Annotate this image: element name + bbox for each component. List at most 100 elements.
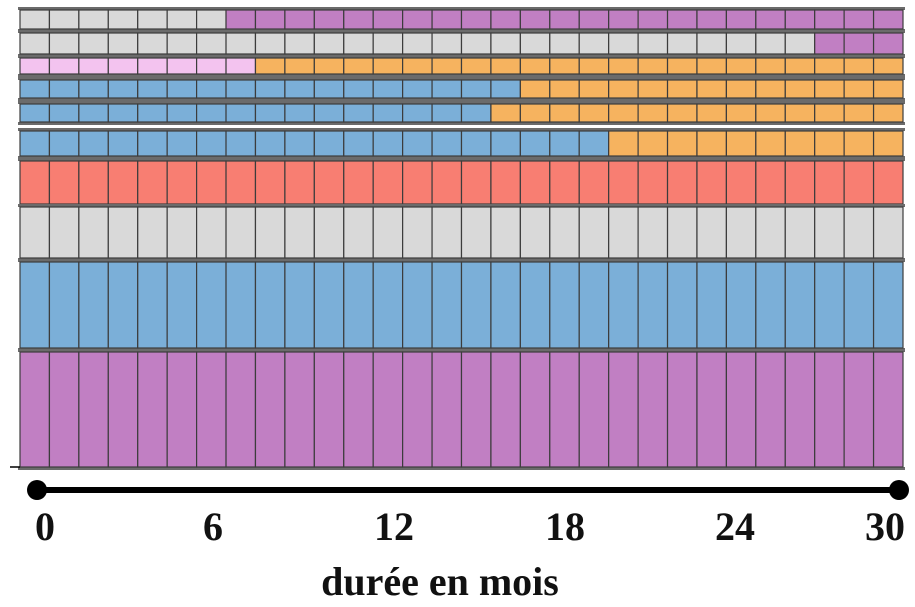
month-cell-orange — [578, 57, 610, 75]
month-cell-gray — [254, 32, 286, 55]
month-cell-gray — [107, 32, 139, 55]
month-cell-gray — [372, 206, 404, 259]
row-separator — [18, 122, 905, 125]
month-cell-gray — [284, 32, 315, 55]
month-cell-purple — [313, 9, 345, 30]
month-cell-gray — [872, 206, 904, 259]
month-cell-blue — [254, 261, 286, 349]
month-cell-blue — [19, 103, 51, 123]
row-separator — [18, 158, 905, 161]
month-cell-purple — [755, 9, 786, 30]
month-cell-gray — [608, 32, 639, 55]
month-cell-orange — [549, 57, 580, 75]
month-cell-gray — [784, 206, 816, 259]
month-cell-gray — [225, 32, 257, 55]
month-cell-blue — [402, 130, 433, 157]
month-cell-gray — [254, 206, 286, 259]
month-cell-orange — [755, 103, 786, 123]
month-cell-gray — [578, 206, 610, 259]
month-cell-gray — [284, 206, 315, 259]
month-cell-gray — [666, 32, 698, 55]
month-cell-orange — [608, 79, 639, 99]
month-cell-pink — [48, 57, 80, 75]
month-cell-gray — [137, 206, 168, 259]
month-cell-orange — [637, 57, 669, 75]
month-cell-orange — [519, 103, 551, 123]
bar-row — [18, 30, 905, 57]
month-cell-pink — [196, 57, 227, 75]
month-cell-orange — [637, 79, 669, 99]
month-cell-red — [872, 160, 904, 205]
month-cell-blue — [78, 79, 109, 99]
month-cell-gray — [843, 206, 875, 259]
month-cell-red — [107, 160, 139, 205]
month-cell-blue — [19, 79, 51, 99]
month-cell-blue — [48, 79, 80, 99]
month-cell-purple — [431, 9, 463, 30]
month-cell-blue — [725, 261, 757, 349]
month-cell-blue — [196, 130, 227, 157]
month-cell-blue — [666, 261, 698, 349]
month-cell-red — [814, 160, 845, 205]
month-cell-orange — [313, 57, 345, 75]
month-cell-orange — [814, 79, 845, 99]
month-cell-orange — [843, 79, 875, 99]
month-cell-purple — [666, 351, 698, 468]
month-cell-orange — [460, 57, 492, 75]
month-cell-orange — [843, 103, 875, 123]
month-cell-gray — [814, 206, 845, 259]
month-cell-blue — [578, 130, 610, 157]
month-cell-blue — [137, 261, 168, 349]
month-cell-purple — [814, 32, 845, 55]
month-cell-gray — [196, 32, 227, 55]
month-cell-blue — [19, 261, 51, 349]
month-cell-blue — [490, 261, 521, 349]
month-cell-blue — [137, 130, 168, 157]
month-cell-orange — [578, 79, 610, 99]
month-cell-blue — [166, 103, 198, 123]
month-cell-pink — [225, 57, 257, 75]
month-cell-orange — [696, 57, 727, 75]
month-cell-red — [578, 160, 610, 205]
month-cell-gray — [666, 206, 698, 259]
month-cell-gray — [549, 206, 580, 259]
month-cell-purple — [519, 9, 551, 30]
month-cell-orange — [696, 103, 727, 123]
tick-label: 0 — [35, 504, 55, 549]
month-cell-gray — [313, 32, 345, 55]
bar-row — [18, 349, 905, 470]
month-cell-gray — [166, 9, 198, 30]
month-cell-blue — [519, 130, 551, 157]
row-separator — [18, 204, 905, 207]
month-cell-blue — [196, 261, 227, 349]
month-cell-orange — [872, 57, 904, 75]
month-cell-red — [78, 160, 109, 205]
month-cell-gray — [78, 9, 109, 30]
month-cell-gray — [578, 32, 610, 55]
month-cell-red — [19, 160, 51, 205]
month-cell-blue — [490, 79, 521, 99]
month-cell-blue — [343, 103, 374, 123]
month-cell-blue — [460, 130, 492, 157]
month-cell-purple — [402, 9, 433, 30]
month-cell-blue — [696, 261, 727, 349]
month-cell-gray — [637, 206, 669, 259]
month-cell-orange — [578, 103, 610, 123]
month-cell-gray — [490, 32, 521, 55]
month-cell-purple — [254, 9, 286, 30]
month-cell-gray — [519, 32, 551, 55]
month-cell-purple — [872, 32, 904, 55]
month-cell-red — [137, 160, 168, 205]
month-cell-gray — [784, 32, 816, 55]
month-cell-gray — [107, 9, 139, 30]
month-cell-gray — [725, 206, 757, 259]
month-cell-red — [431, 160, 463, 205]
month-cell-red — [225, 160, 257, 205]
row-separator — [18, 7, 905, 10]
month-cell-blue — [637, 261, 669, 349]
month-cell-gray — [78, 32, 109, 55]
month-cell-blue — [225, 79, 257, 99]
month-cell-orange — [843, 130, 875, 157]
month-cell-blue — [460, 261, 492, 349]
month-cell-orange — [755, 130, 786, 157]
